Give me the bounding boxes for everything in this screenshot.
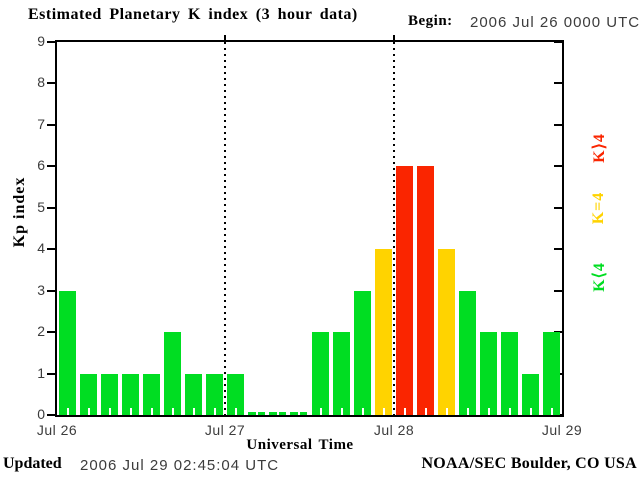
kp-bar: [227, 374, 244, 415]
kp-bar: [248, 412, 265, 415]
y-axis-tick: [47, 207, 55, 209]
kp-bar: [501, 332, 518, 415]
x-axis-date-label: Jul 28: [373, 422, 415, 438]
kp-bar: [80, 374, 97, 415]
hour-tick-notch: [276, 412, 279, 415]
y-axis-tick: [554, 290, 562, 292]
hour-tick-notch: [150, 408, 153, 415]
y-axis-tick: [554, 41, 562, 43]
hour-tick-notch: [297, 412, 300, 415]
y-axis-tick-label: 6: [37, 157, 45, 173]
kp-bar: [185, 374, 202, 415]
hour-tick-notch: [234, 408, 237, 415]
y-axis-tick: [47, 41, 55, 43]
hour-tick-notch: [466, 408, 469, 415]
kp-bar: [290, 412, 307, 415]
hour-tick-notch: [550, 408, 553, 415]
begin-value: 2006 Jul 26 0000 UTC: [470, 14, 640, 31]
y-axis-tick: [47, 248, 55, 250]
hour-tick-notch: [87, 408, 90, 415]
y-axis-tick-label: 5: [37, 199, 45, 215]
x-axis-date-label: Jul 26: [36, 422, 78, 438]
kp-bar: [122, 374, 139, 415]
hour-tick-notch: [66, 408, 69, 415]
chart-title: Estimated Planetary K index (3 hour data…: [28, 6, 358, 23]
kp-bar: [143, 374, 160, 415]
kp-bar: [164, 332, 181, 415]
y-axis-tick: [554, 207, 562, 209]
y-axis-tick: [554, 414, 562, 416]
hour-tick-notch: [403, 408, 406, 415]
y-axis-tick-label: 7: [37, 116, 45, 132]
kp-bar: [333, 332, 350, 415]
hour-tick-notch: [213, 408, 216, 415]
hour-tick-notch: [487, 408, 490, 415]
y-axis-tick-label: 0: [37, 406, 45, 422]
kp-bar: [59, 291, 76, 415]
plot-area: 0 1 2 3 4 5 6 7 8 9 Jul 26 Jul 27 Jul 28 Jul 29: [37, 33, 582, 438]
hour-tick-notch: [129, 408, 132, 415]
hour-tick-notch: [382, 408, 385, 415]
y-axis-tick: [47, 373, 55, 375]
y-axis-tick-label: 4: [37, 240, 45, 256]
hour-tick-notch: [424, 408, 427, 415]
kp-bar: [396, 166, 413, 415]
y-axis-tick-label: 3: [37, 282, 45, 298]
kp-bar: [101, 374, 118, 415]
x-axis-date-label: Jul 29: [541, 422, 583, 438]
y-axis-tick: [47, 124, 55, 126]
begin-label: Begin:: [408, 13, 453, 29]
hour-tick-notch: [361, 408, 364, 415]
updated-value: 2006 Jul 29 02:45:04 UTC: [80, 457, 280, 474]
kp-bar: [312, 332, 329, 415]
y-axis-tick: [554, 124, 562, 126]
hour-tick-notch: [192, 408, 195, 415]
kp-bar: [438, 249, 455, 415]
hour-tick-notch: [108, 408, 111, 415]
x-axis-top-tick: [393, 35, 395, 40]
kp-bar: [375, 249, 392, 415]
kp-bar: [459, 291, 476, 415]
x-axis-title: Universal Time: [246, 437, 354, 453]
kp-bar: [417, 166, 434, 415]
y-axis-tick: [554, 165, 562, 167]
y-axis-tick: [47, 414, 55, 416]
y-axis-tick: [47, 165, 55, 167]
day-boundary-gridline: [224, 42, 226, 415]
y-axis-tick: [554, 248, 562, 250]
hour-tick-notch: [529, 408, 532, 415]
legend-k-lt-4: K⟨4: [591, 262, 608, 292]
hour-tick-notch: [319, 408, 322, 415]
kp-bar: [269, 412, 286, 415]
legend-k-eq-4: K=4: [590, 191, 607, 225]
hour-tick-notch: [340, 408, 343, 415]
y-axis-tick: [47, 82, 55, 84]
kp-bar: [522, 374, 539, 415]
y-axis-tick: [47, 290, 55, 292]
y-axis-tick-label: 9: [37, 33, 45, 49]
legend-k-gt-4: K⟩4: [591, 133, 608, 163]
updated-label: Updated: [3, 455, 62, 472]
y-axis-tick-label: 8: [37, 74, 45, 90]
y-axis-tick: [47, 331, 55, 333]
kp-bar: [354, 291, 371, 415]
day-boundary-gridline: [393, 42, 395, 415]
y-axis-tick: [554, 82, 562, 84]
hour-tick-notch: [255, 412, 258, 415]
hour-tick-notch: [445, 408, 448, 415]
x-axis-date-label: Jul 27: [204, 422, 246, 438]
kp-bar: [206, 374, 223, 415]
kp-bar: [480, 332, 497, 415]
y-axis-title: Kp index: [11, 176, 28, 248]
hour-tick-notch: [508, 408, 511, 415]
credit-text: NOAA/SEC Boulder, CO USA: [421, 455, 637, 472]
hour-tick-notch: [171, 408, 174, 415]
y-axis-tick-label: 2: [37, 323, 45, 339]
x-axis-top-tick: [224, 35, 226, 40]
y-axis-tick-label: 1: [37, 365, 45, 381]
kp-bar: [543, 332, 560, 415]
